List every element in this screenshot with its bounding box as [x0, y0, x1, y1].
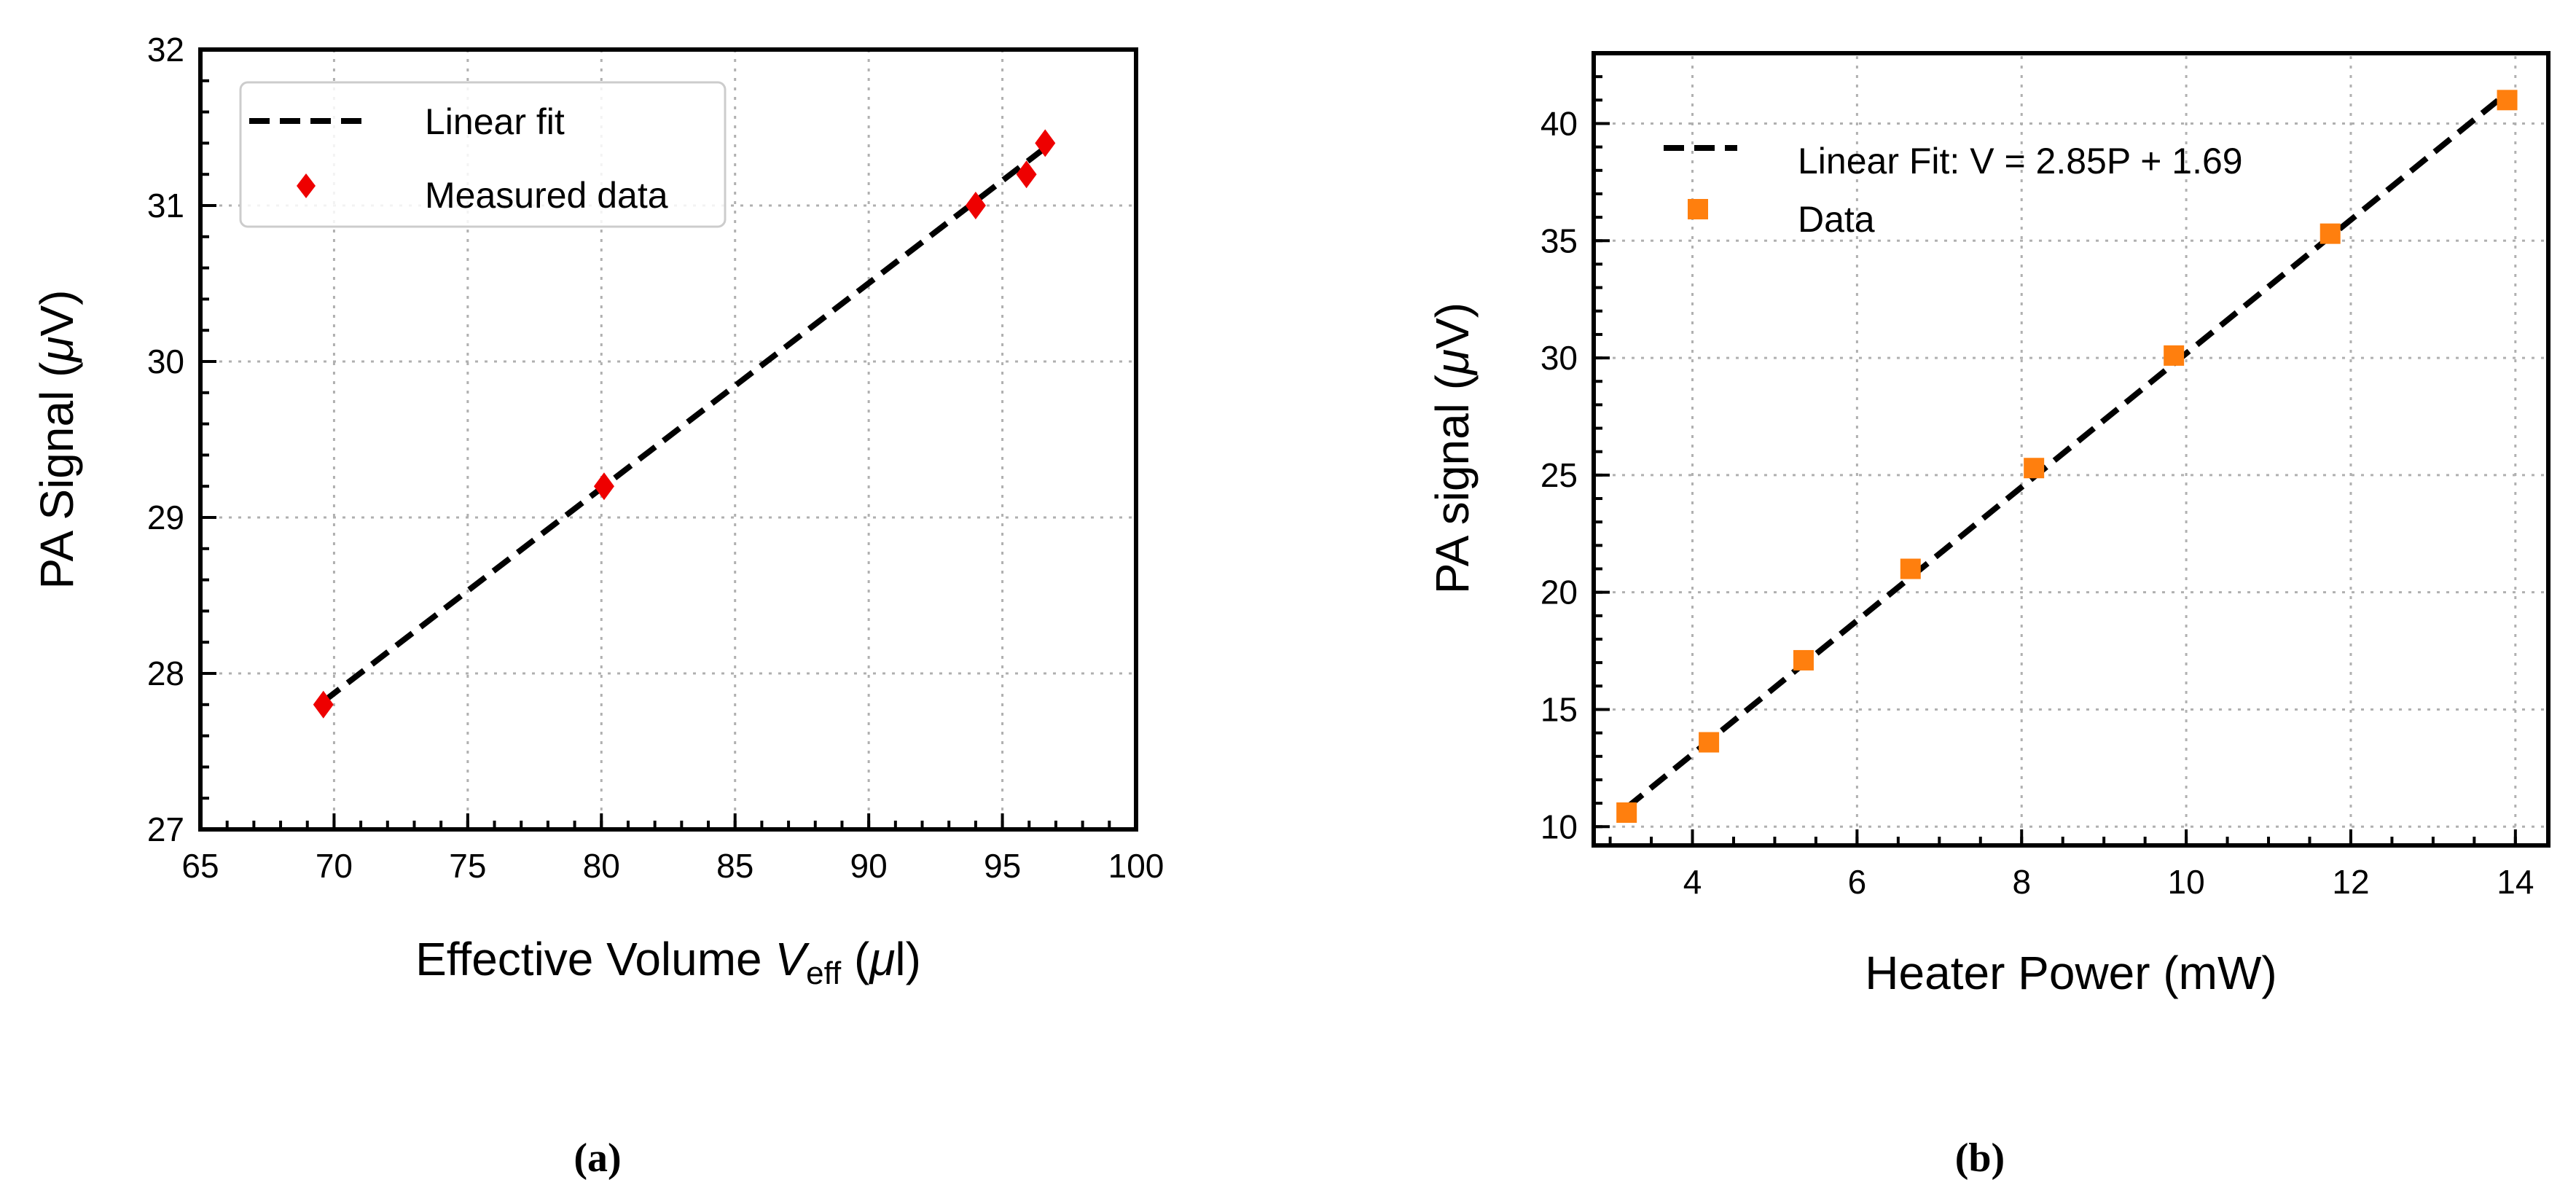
data-point-diamond — [1035, 129, 1056, 157]
panel-a-ticks: 65 70 75 80 85 90 95 100 27 28 29 30 31 32 — [147, 31, 1164, 885]
y-tick-label: 15 — [1540, 690, 1578, 728]
panel-a: 65 70 75 80 85 90 95 100 27 28 29 30 31 32 Linear fit… — [31, 31, 1164, 1181]
x-tick-label: 65 — [181, 847, 219, 885]
fit-line — [1624, 90, 2510, 810]
x-tick-label: 12 — [2332, 863, 2369, 901]
panel-b-x-axis-label: Heater Power (mW) — [1865, 947, 2276, 999]
panel-b-series — [1616, 90, 2518, 823]
y-tick-label: 30 — [147, 343, 184, 380]
x-tick-label: 70 — [316, 847, 353, 885]
panel-b-caption: (b) — [1955, 1135, 2005, 1181]
x-tick-label: 95 — [984, 847, 1021, 885]
x-tick-label: 10 — [2168, 863, 2205, 901]
data-point-square — [2164, 345, 2185, 366]
y-tick-label: 40 — [1540, 104, 1578, 142]
legend-square-marker — [1688, 199, 1708, 219]
panel-a-legend: Linear fit Measured data — [239, 81, 727, 228]
panel-b-legend: Linear Fit: V = 2.85P + 1.69 Data — [1664, 141, 2243, 240]
data-point-square — [1793, 649, 1814, 671]
panel-a-caption: (a) — [573, 1135, 621, 1181]
y-tick-label: 30 — [1540, 339, 1578, 377]
y-tick-label: 29 — [147, 499, 184, 536]
legend-label-linear-fit-equation: Linear Fit: V = 2.85P + 1.69 — [1798, 141, 2243, 181]
panel-a-y-axis-label: PA Signal (μV) — [31, 290, 83, 590]
data-point-square — [2319, 223, 2341, 244]
x-tick-label: 14 — [2497, 863, 2534, 901]
legend-label-measured-data: Measured data — [425, 175, 668, 216]
y-tick-label: 35 — [1540, 222, 1578, 259]
y-tick-label: 25 — [1540, 456, 1578, 494]
data-point-square — [1699, 732, 1720, 753]
x-tick-label: 4 — [1683, 863, 1702, 901]
fit-line — [321, 145, 1047, 704]
panel-b-ticks: 4 6 8 10 12 14 10 15 20 25 30 35 40 — [1540, 52, 2534, 901]
data-point-square — [1900, 558, 1921, 579]
y-tick-label: 31 — [147, 187, 184, 224]
x-tick-label: 6 — [1848, 863, 1867, 901]
panel-a-grid — [200, 50, 1136, 829]
panel-a-x-axis-label: Effective Volume Veff (μl) — [415, 933, 921, 991]
x-tick-label: 100 — [1108, 847, 1164, 885]
y-tick-label: 27 — [147, 810, 184, 848]
x-tick-label: 85 — [716, 847, 753, 885]
x-tick-label: 80 — [583, 847, 620, 885]
legend-diamond-marker — [297, 173, 316, 198]
x-tick-label: 90 — [850, 847, 888, 885]
legend-label-linear-fit: Linear fit — [425, 101, 565, 142]
data-point-square — [2024, 458, 2045, 479]
data-point-diamond — [1016, 160, 1037, 189]
legend-label-data: Data — [1798, 199, 1875, 240]
panel-b-y-axis-label: PA signal (μV) — [1426, 302, 1479, 594]
data-point-square — [2497, 90, 2518, 111]
data-point-diamond — [965, 192, 986, 219]
legend-box — [239, 81, 727, 228]
panel-b-plot-frame — [1592, 51, 2550, 848]
data-point-square — [1616, 802, 1637, 823]
y-tick-label: 32 — [147, 31, 184, 69]
y-tick-label: 10 — [1540, 808, 1578, 845]
data-point-diamond — [313, 690, 334, 719]
panel-b: 4 6 8 10 12 14 10 15 20 25 30 35 40 Linear Fit: V = … — [1426, 51, 2550, 1181]
y-tick-label: 28 — [147, 654, 184, 692]
y-tick-label: 20 — [1540, 574, 1578, 611]
panel-a-plot-frame — [198, 47, 1138, 832]
x-tick-label: 8 — [2012, 863, 2031, 901]
x-tick-label: 75 — [449, 847, 486, 885]
data-point-diamond — [593, 472, 614, 501]
panel-a-series — [313, 129, 1056, 719]
